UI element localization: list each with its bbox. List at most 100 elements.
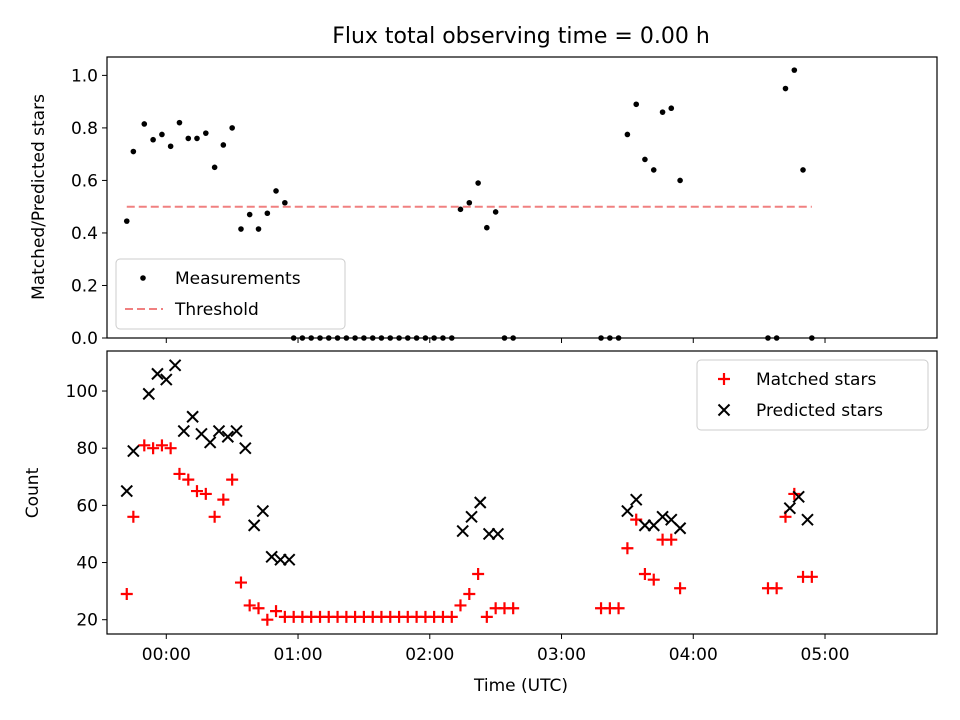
measurement-point xyxy=(185,135,192,142)
legend-box xyxy=(115,258,346,330)
measurement-point xyxy=(624,131,631,138)
legend-swatch-matched xyxy=(718,373,730,385)
matched-star-point xyxy=(217,493,230,506)
predicted-star-point xyxy=(491,527,505,541)
measurement-point xyxy=(413,335,420,341)
matched-star-point xyxy=(234,576,247,589)
measurement-point xyxy=(422,335,429,341)
measurement-point xyxy=(615,335,622,341)
measurement-point xyxy=(130,148,137,155)
y-tick-label: 0.4 xyxy=(71,224,98,244)
matched-star-point xyxy=(621,542,634,555)
measurement-point xyxy=(150,136,156,143)
measurement-point xyxy=(492,209,499,215)
y-tick-label: 0.6 xyxy=(71,171,98,191)
measurement-point xyxy=(466,199,473,206)
matched-star-point xyxy=(647,573,660,586)
matched-star-point xyxy=(445,610,458,623)
matched-star-point xyxy=(164,442,177,455)
legend-label: Predicted stars xyxy=(756,401,883,421)
legend-swatch-measurements xyxy=(140,275,146,281)
measurement-point xyxy=(203,130,209,136)
measurement-point xyxy=(773,335,780,341)
predicted-star-point xyxy=(230,424,243,438)
matched-star-point xyxy=(173,467,186,480)
measurement-point xyxy=(484,224,490,231)
predicted-star-point xyxy=(168,359,182,372)
measurement-point xyxy=(387,335,394,341)
legend: Measurements Threshold xyxy=(115,258,346,330)
measurement-point xyxy=(475,180,481,186)
matched-star-point xyxy=(252,602,265,615)
predicted-star-point xyxy=(256,504,270,518)
measurement-point xyxy=(264,210,271,217)
y-tick-label: 0.8 xyxy=(71,119,98,139)
matched-star-point xyxy=(138,439,151,452)
y-tick-label: 1.0 xyxy=(71,66,98,86)
predicted-star-point xyxy=(186,410,199,423)
measurement-point xyxy=(659,109,666,115)
matched-star-point xyxy=(182,473,195,486)
measurement-point xyxy=(255,226,262,232)
predicted-star-point xyxy=(203,436,217,449)
measurement-point xyxy=(668,105,675,112)
predicted-star-point xyxy=(247,519,261,532)
measurement-point xyxy=(246,211,253,218)
x-tick-label: 04:00 xyxy=(669,645,718,665)
matched-star-point xyxy=(805,570,818,583)
measurement-point xyxy=(299,335,306,341)
measurement-point xyxy=(334,335,341,341)
measurement-point xyxy=(598,335,604,341)
predicted-star-point xyxy=(783,502,797,515)
x-tick-label: 01:00 xyxy=(274,645,323,665)
measurement-point xyxy=(396,335,402,341)
bottom-panel: 20 40 60 80 100 00:00 01:00 02:00 03:00 04:00 05:0… xyxy=(66,350,938,665)
measurement-point xyxy=(633,101,640,108)
predicted-star-point xyxy=(160,373,173,386)
top-y-axis-label: Matched/Predicted stars xyxy=(29,94,49,300)
measurement-point xyxy=(194,135,200,142)
measurement-point xyxy=(352,335,358,341)
chart-title: Flux total observing time = 0.00 h xyxy=(332,24,710,49)
matched-star-point xyxy=(665,533,678,546)
predicted-star-point xyxy=(239,441,252,455)
measurement-point xyxy=(325,335,332,341)
predicted-star-point xyxy=(638,519,652,532)
y-tick-label: 60 xyxy=(76,496,98,516)
measurement-point xyxy=(607,335,613,341)
y-tick-label: 0.0 xyxy=(71,329,98,349)
measurement-point xyxy=(361,335,367,341)
matched-star-point xyxy=(612,602,625,615)
matched-star-point xyxy=(270,605,283,618)
x-tick-label: 02:00 xyxy=(405,645,454,665)
predicted-star-point xyxy=(142,387,155,401)
y-tick-label: 100 xyxy=(66,382,98,402)
measurement-point xyxy=(229,125,235,131)
measurement-point xyxy=(800,167,806,173)
measurement-point xyxy=(510,335,516,341)
measurement-point xyxy=(369,335,376,341)
measurement-point xyxy=(431,335,437,341)
measurement-point xyxy=(308,335,315,341)
measurement-point xyxy=(650,167,657,173)
measurement-point xyxy=(167,143,174,150)
measurement-point xyxy=(290,335,297,341)
matched-star-point xyxy=(788,487,801,500)
legend: Matched stars Predicted stars xyxy=(696,359,929,431)
measurement-point xyxy=(809,335,815,341)
predicted-star-point xyxy=(151,367,164,381)
predicted-star-point xyxy=(656,510,669,524)
predicted-star-point xyxy=(120,484,133,498)
measurement-point xyxy=(238,226,244,232)
matched-star-point xyxy=(243,599,256,612)
matched-star-point xyxy=(127,510,140,523)
matched-star-point xyxy=(120,587,133,600)
measurement-point xyxy=(282,199,288,206)
matched-star-point xyxy=(674,582,687,595)
predicted-star-point xyxy=(127,444,140,458)
y-tick-label: 80 xyxy=(76,439,98,459)
legend-label: Measurements xyxy=(175,269,301,289)
y-tick-label: 0.2 xyxy=(71,276,98,296)
matched-star-point xyxy=(454,599,467,612)
legend-swatch-predicted xyxy=(717,403,731,417)
